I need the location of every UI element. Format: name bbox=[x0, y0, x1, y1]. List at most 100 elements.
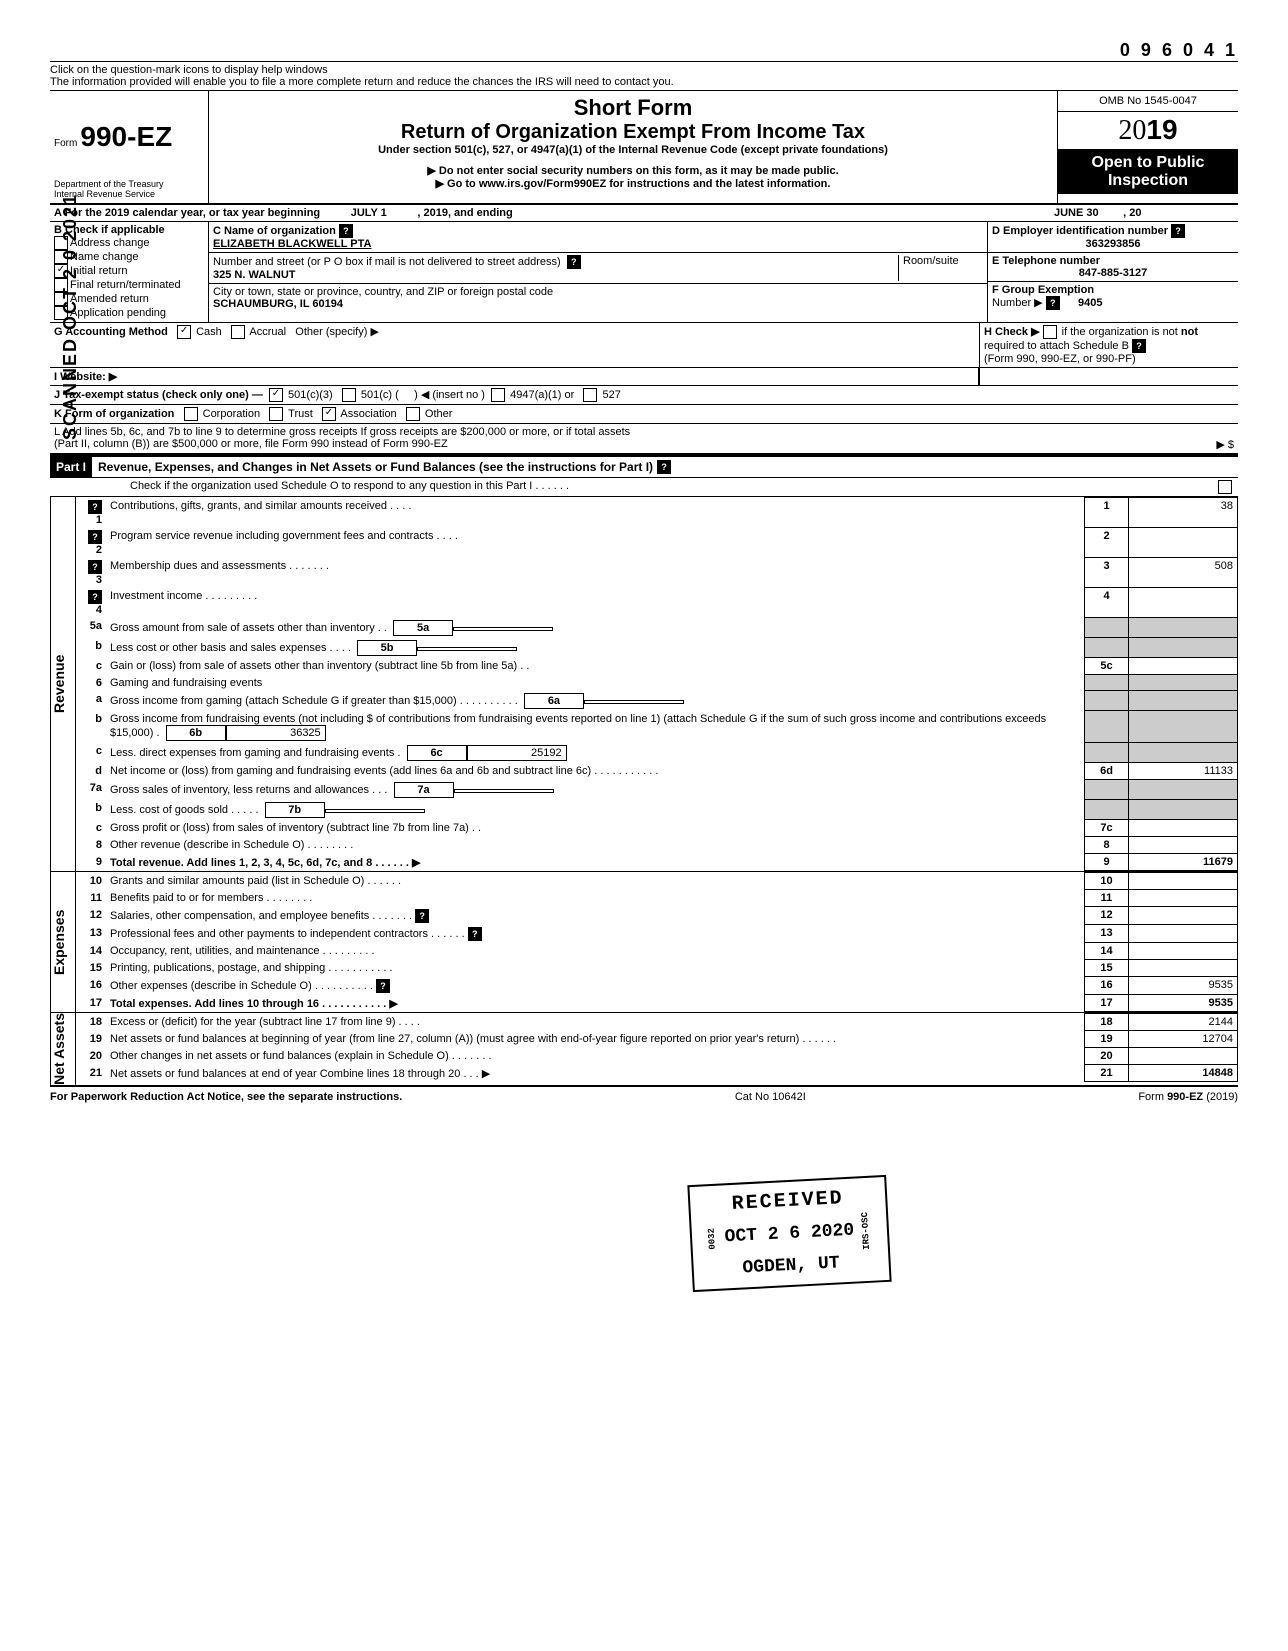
line-19-val: 12704 bbox=[1129, 1031, 1238, 1048]
under-section: Under section 501(c), 527, or 4947(a)(1)… bbox=[213, 144, 1053, 156]
return-title: Return of Organization Exempt From Incom… bbox=[213, 121, 1053, 144]
part1-sub: Check if the organization used Schedule … bbox=[130, 480, 569, 494]
help-icon[interactable]: ? bbox=[1132, 339, 1146, 353]
chk-527[interactable] bbox=[583, 388, 597, 402]
open-to-public: Open to Public Inspection bbox=[1058, 150, 1238, 194]
chk-trust[interactable] bbox=[269, 407, 283, 421]
line-5b-bv bbox=[417, 647, 517, 651]
help-icon[interactable]: ? bbox=[1171, 224, 1185, 238]
line-20-val bbox=[1129, 1048, 1238, 1065]
chk-cash[interactable] bbox=[177, 325, 191, 339]
phone-value: 847-885-3127 bbox=[992, 267, 1234, 279]
line-6c-bv: 25192 bbox=[467, 745, 567, 761]
help-icon[interactable]: ? bbox=[88, 530, 102, 544]
opt-other-method: Other (specify) ▶ bbox=[295, 326, 379, 338]
help-icon[interactable]: ? bbox=[339, 224, 353, 238]
chk-other-org[interactable] bbox=[406, 407, 420, 421]
line-7a-bv bbox=[454, 789, 554, 793]
line-16-val: 9535 bbox=[1129, 977, 1238, 995]
opt-501c3: 501(c)(3) bbox=[288, 389, 333, 401]
form-number: 990-EZ bbox=[80, 121, 172, 152]
row-h-l1: H Check ▶ bbox=[984, 326, 1040, 338]
chk-501c3[interactable] bbox=[269, 388, 283, 402]
row-j-label: J Tax-exempt status (check only one) — bbox=[54, 389, 263, 401]
short-form-title: Short Form bbox=[213, 95, 1053, 121]
line-8-text: Other revenue (describe in Schedule O) .… bbox=[106, 837, 1085, 854]
row-h-l2: required to attach Schedule B bbox=[984, 340, 1129, 352]
part1-label: Part I bbox=[50, 457, 92, 477]
help-icon[interactable]: ? bbox=[468, 927, 482, 941]
line-4-val bbox=[1129, 588, 1238, 618]
chk-4947[interactable] bbox=[491, 388, 505, 402]
line-20-text: Other changes in net assets or fund bala… bbox=[106, 1048, 1085, 1065]
revenue-section-label: Revenue bbox=[50, 497, 76, 871]
note-goto: ▶ Go to www.irs.gov/Form990EZ for instru… bbox=[213, 177, 1053, 190]
dln: 0 9 6 0 4 1 bbox=[50, 40, 1238, 61]
line-21-text: Net assets or fund balances at end of ye… bbox=[106, 1065, 1085, 1082]
line-5a-box: 5a bbox=[393, 620, 453, 636]
form-header: Short Form Form 990-EZ Department of the… bbox=[50, 91, 1238, 205]
line-11-text: Benefits paid to or for members . . . . … bbox=[106, 890, 1085, 907]
line-21-val: 14848 bbox=[1129, 1065, 1238, 1082]
row-a-label: A For the 2019 calendar year, or tax yea… bbox=[54, 207, 320, 219]
opt-address: Address change bbox=[70, 237, 150, 249]
chk-501c[interactable] bbox=[342, 388, 356, 402]
line-6a-bv bbox=[584, 700, 684, 704]
line-12-text: Salaries, other compensation, and employ… bbox=[110, 910, 412, 922]
chk-schedule-o[interactable] bbox=[1218, 480, 1232, 494]
line-6d-text: Net income or (loss) from gaming and fun… bbox=[106, 763, 1085, 780]
street-value: 325 N. WALNUT bbox=[213, 269, 296, 281]
line-5c-text: Gain or (loss) from sale of assets other… bbox=[106, 658, 1085, 675]
row-c-label: C Name of organization bbox=[213, 225, 336, 237]
tax-year: 2019 bbox=[1058, 112, 1238, 150]
line-7a-box: 7a bbox=[394, 782, 454, 798]
room-label: Room/suite bbox=[903, 255, 959, 267]
opt-pending: Application pending bbox=[70, 307, 166, 319]
row-e-label: E Telephone number bbox=[992, 255, 1100, 267]
line-1-val: 38 bbox=[1129, 498, 1238, 528]
help-icon[interactable]: ? bbox=[88, 560, 102, 574]
stamp-num: 0032 bbox=[706, 1228, 720, 1250]
opt-501c: 501(c) ( bbox=[361, 389, 399, 401]
revenue-table: ? 1Contributions, gifts, grants, and sim… bbox=[76, 497, 1238, 871]
line-9-text: Total revenue. Add lines 1, 2, 3, 4, 5c,… bbox=[106, 854, 1085, 871]
line-1-text: Contributions, gifts, grants, and simila… bbox=[106, 498, 1085, 528]
opt-amended: Amended return bbox=[70, 293, 149, 305]
help-icon[interactable]: ? bbox=[567, 255, 581, 269]
org-name: ELIZABETH BLACKWELL PTA bbox=[213, 238, 371, 250]
line-6b-bv: 36325 bbox=[226, 725, 326, 741]
chk-accrual[interactable] bbox=[231, 325, 245, 339]
help-icon[interactable]: ? bbox=[88, 590, 102, 604]
chk-corp[interactable] bbox=[184, 407, 198, 421]
row-a-end2: , 20 bbox=[1123, 207, 1141, 219]
help-icon[interactable]: ? bbox=[657, 460, 671, 474]
chk-assoc[interactable] bbox=[322, 407, 336, 421]
help-icon[interactable]: ? bbox=[88, 500, 102, 514]
part1-header-row: Part I Revenue, Expenses, and Changes in… bbox=[50, 455, 1238, 478]
chk-schedule-b[interactable] bbox=[1043, 325, 1057, 339]
row-l-arrow: ▶ $ bbox=[1216, 438, 1234, 451]
row-l-line2: (Part II, column (B)) are $500,000 or mo… bbox=[54, 438, 448, 451]
row-a: A For the 2019 calendar year, or tax yea… bbox=[50, 205, 1238, 222]
opt-501c-insert: ) ◀ (insert no ) bbox=[414, 389, 485, 401]
omb-number: OMB No 1545-0047 bbox=[1058, 91, 1238, 112]
line-5b-text: Less cost or other basis and sales expen… bbox=[110, 642, 351, 654]
line-2-val bbox=[1129, 528, 1238, 558]
help-icon[interactable]: ? bbox=[415, 909, 429, 923]
row-h-l3: (Form 990, 990-EZ, or 990-PF) bbox=[984, 353, 1136, 365]
row-a-end: JUNE 30 bbox=[1054, 207, 1099, 219]
group-exemption: 9405 bbox=[1078, 297, 1102, 309]
line-4-text: Investment income . . . . . . . . . bbox=[106, 588, 1085, 618]
netassets-section-label: Net Assets bbox=[50, 1013, 76, 1085]
line-6a-text: Gross income from gaming (attach Schedul… bbox=[110, 695, 518, 707]
line-3-val: 508 bbox=[1129, 558, 1238, 588]
row-f-label: F Group Exemption bbox=[992, 284, 1094, 296]
line-14-text: Occupancy, rent, utilities, and maintena… bbox=[106, 943, 1085, 960]
help-line1: Click on the question-mark icons to disp… bbox=[50, 64, 1238, 76]
line-12-val bbox=[1129, 907, 1238, 925]
row-a-begin: JULY 1 bbox=[351, 207, 387, 219]
help-icon[interactable]: ? bbox=[376, 979, 390, 993]
line-6b-box: 6b bbox=[166, 725, 226, 741]
received-stamp: RECEIVED 0032 OCT 2 6 2020 IRS-OSC OGDEN… bbox=[687, 1175, 891, 1292]
help-icon[interactable]: ? bbox=[1046, 296, 1060, 310]
